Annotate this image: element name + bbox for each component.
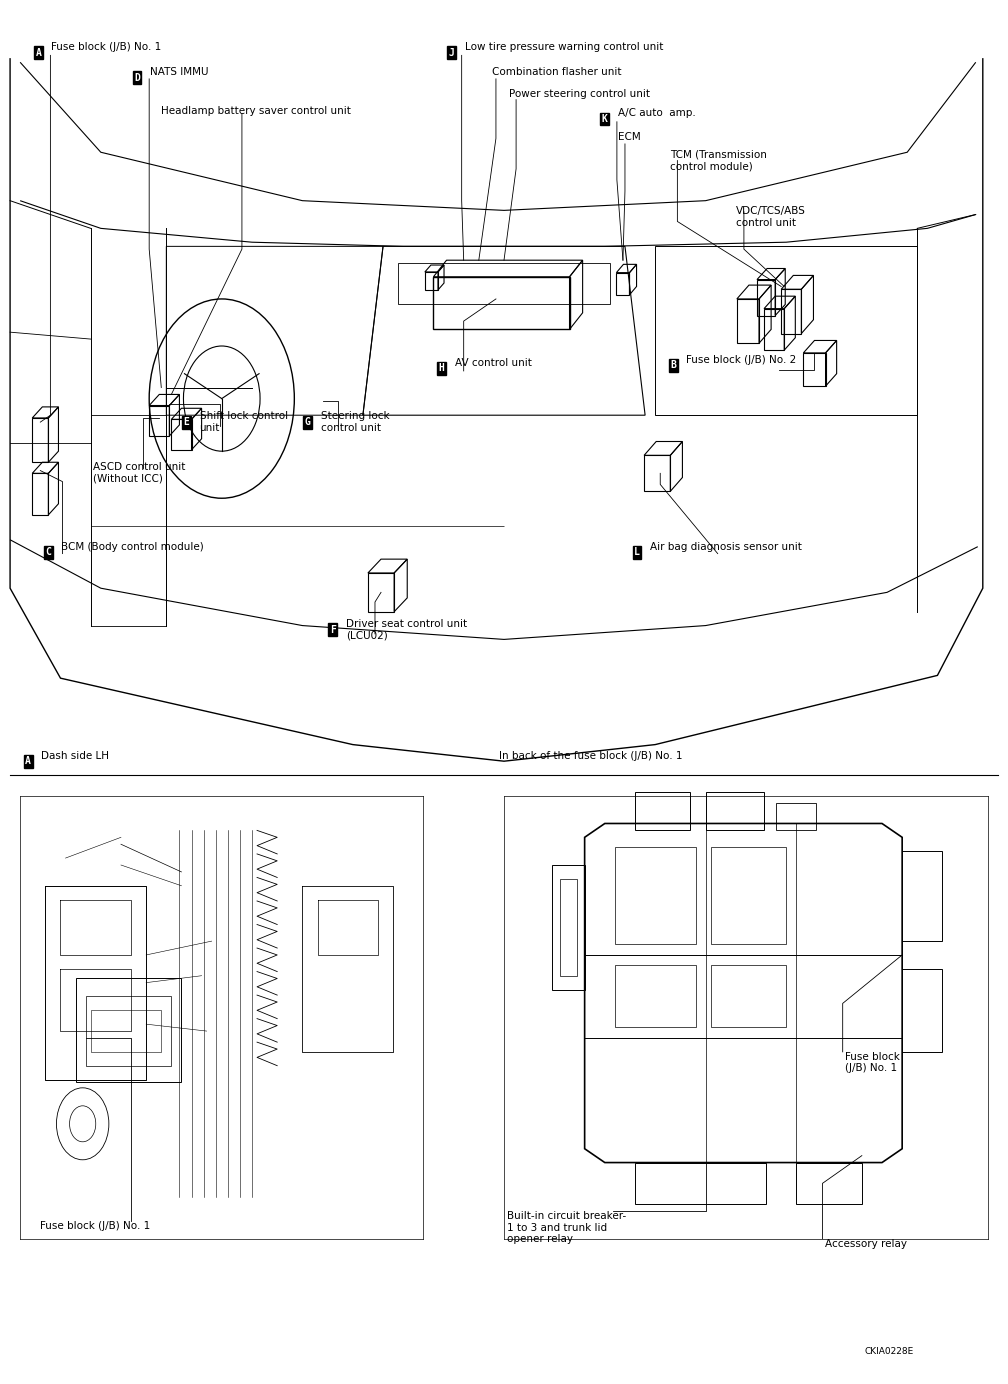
Text: Fuse block (J/B) No. 2: Fuse block (J/B) No. 2 — [686, 354, 796, 365]
Bar — [711, 847, 786, 944]
Bar — [902, 969, 942, 1052]
Text: Built-in circuit breaker-
1 to 3 and trunk lid
opener relay: Built-in circuit breaker- 1 to 3 and tru… — [507, 1211, 626, 1244]
Bar — [552, 865, 585, 990]
Text: Combination flasher unit: Combination flasher unit — [492, 66, 621, 78]
Bar — [91, 1010, 161, 1052]
Text: E: E — [183, 417, 190, 428]
Bar — [711, 965, 786, 1027]
Text: Accessory relay: Accessory relay — [825, 1239, 906, 1248]
Text: B: B — [670, 360, 676, 371]
Text: ASCD control unit
(Without ICC): ASCD control unit (Without ICC) — [93, 462, 185, 484]
Text: Driver seat control unit
(LCU02): Driver seat control unit (LCU02) — [346, 619, 467, 641]
Text: NATS IMMU: NATS IMMU — [150, 66, 209, 78]
Text: A: A — [25, 756, 31, 767]
Text: Low tire pressure warning control unit: Low tire pressure warning control unit — [465, 42, 663, 53]
Bar — [615, 847, 696, 944]
Text: Fuse block
(J/B) No. 1: Fuse block (J/B) No. 1 — [845, 1052, 899, 1074]
Bar — [902, 851, 942, 941]
Bar — [615, 965, 696, 1027]
Text: BCM (Body control module): BCM (Body control module) — [61, 541, 205, 552]
Text: TCM (Transmission
control module): TCM (Transmission control module) — [670, 149, 767, 172]
Text: CKIA0228E: CKIA0228E — [865, 1347, 914, 1356]
Text: Shift lock control
unit: Shift lock control unit — [200, 411, 287, 433]
Text: J: J — [449, 47, 455, 58]
Text: In back of the fuse block (J/B) No. 1: In back of the fuse block (J/B) No. 1 — [499, 750, 682, 761]
Bar — [776, 803, 816, 830]
Text: AV control unit: AV control unit — [455, 357, 531, 368]
Text: A: A — [35, 47, 41, 58]
Bar — [796, 1163, 862, 1204]
Text: Fuse block (J/B) No. 1: Fuse block (J/B) No. 1 — [40, 1221, 150, 1230]
Text: K: K — [602, 113, 608, 125]
Bar — [76, 978, 181, 1082]
Bar — [635, 1163, 766, 1204]
Bar — [706, 792, 764, 830]
Text: G: G — [304, 417, 310, 428]
Bar — [635, 792, 690, 830]
Text: A/C auto  amp.: A/C auto amp. — [618, 108, 696, 119]
Text: Power steering control unit: Power steering control unit — [509, 89, 650, 100]
Bar — [398, 263, 610, 304]
Bar — [86, 996, 171, 1066]
Text: Headlamp battery saver control unit: Headlamp battery saver control unit — [161, 105, 351, 116]
Text: L: L — [634, 547, 640, 558]
Text: F: F — [330, 624, 336, 635]
Text: VDC/TCS/ABS
control unit: VDC/TCS/ABS control unit — [736, 206, 805, 228]
Text: D: D — [134, 72, 140, 83]
Text: Dash side LH: Dash side LH — [41, 750, 109, 761]
Text: Steering lock
control unit: Steering lock control unit — [321, 411, 389, 433]
Text: C: C — [45, 547, 51, 558]
Text: H: H — [438, 363, 445, 374]
Text: Air bag diagnosis sensor unit: Air bag diagnosis sensor unit — [650, 541, 802, 552]
Text: ECM: ECM — [618, 131, 641, 143]
Bar — [560, 879, 577, 976]
Text: Fuse block (J/B) No. 1: Fuse block (J/B) No. 1 — [51, 42, 161, 53]
